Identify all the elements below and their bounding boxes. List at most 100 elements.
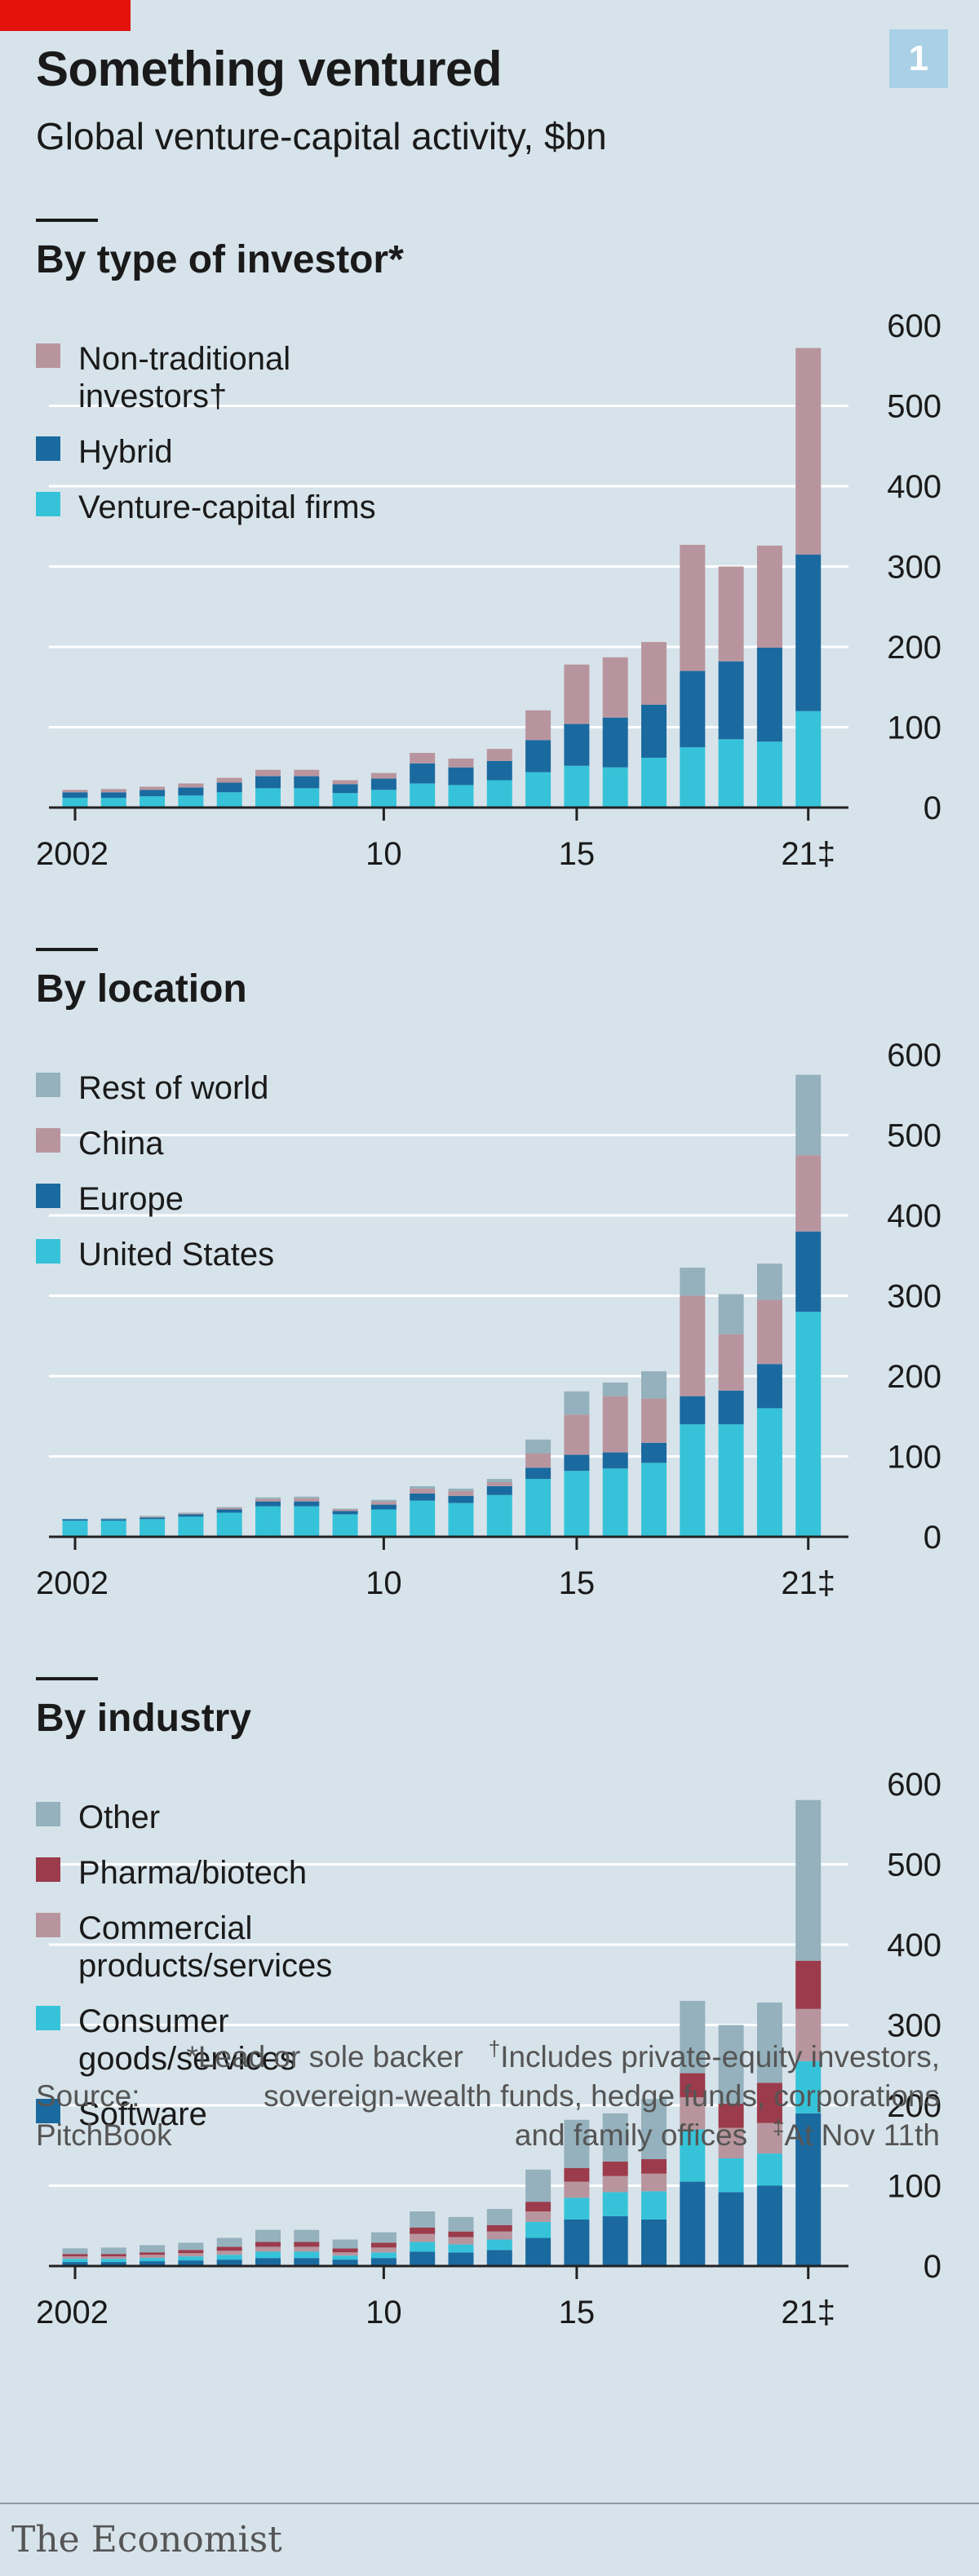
panel3-bar-2007-other [255, 2229, 281, 2242]
panel3-bar-2010-pharma-biotech [370, 2242, 396, 2248]
panel1-bar-2005-non-traditional-investors- [178, 783, 204, 788]
panel3-bar-2009-other [332, 2239, 358, 2249]
panel3-bar-2018-consumer-goods-services [680, 2129, 706, 2182]
panel1-ytick-600: 600 [887, 308, 941, 344]
panel1-bar-2010-hybrid [370, 778, 396, 790]
brand-red-tab [0, 0, 131, 31]
panel2-bar-2004-china [140, 1516, 166, 1518]
footnote-dagger: † [488, 2036, 501, 2061]
panel1-bar-2016-hybrid [602, 717, 628, 768]
panel1-xtick-label-2002: 2002 [36, 836, 109, 872]
panel3-bar-2012-commercial-products-services [448, 2237, 474, 2245]
panel1-legend-label-hybrid-0: Hybrid [78, 434, 173, 470]
panel2-bar-2021-china [795, 1155, 822, 1232]
panel3-bar-2021-consumer-goods-services [795, 2060, 822, 2113]
panel3-legend-swatch-pharma-biotech [36, 1857, 60, 1882]
panel1-ytick-400: 400 [887, 469, 941, 505]
panel3-bar-2018-commercial-products-services [680, 2097, 706, 2130]
panel3-bar-2015-consumer-goods-services [564, 2198, 590, 2220]
panel2-bar-2009-europe [332, 1511, 358, 1515]
panel3-xtick-label-2015: 15 [559, 2295, 596, 2330]
panel2-bar-2007-europe [255, 1501, 281, 1507]
panel2-bar-2019-united-states [718, 1424, 744, 1537]
bottom-rule [0, 2503, 979, 2504]
panel3-bar-2020-commercial-products-services [756, 2122, 782, 2154]
panel1-bar-2017-hybrid [641, 704, 667, 758]
panel3-bar-2004-consumer-goods-services [140, 2258, 166, 2262]
footnote-lead-backer: *Lead or sole backer [186, 2040, 463, 2074]
panel2-legend-swatch-europe [36, 1184, 60, 1208]
panel1-bar-2019-non-traditional-investors- [718, 566, 744, 662]
panel2-xtick-label-2021: 21‡ [781, 1565, 835, 1601]
panel3-bar-2005-pharma-biotech [178, 2250, 204, 2254]
panel2-bar-2007-china [255, 1498, 281, 1502]
panel3-bar-2009-software [332, 2260, 358, 2266]
panel1-legend-swatch-non-traditional-investors- [36, 343, 60, 368]
panel3-legend-label-consumer-goods-services-1: goods/services [78, 2041, 296, 2077]
panel1-bar-2009-non-traditional-investors- [332, 780, 358, 785]
panel1-bar-2021-hybrid [795, 554, 822, 711]
panel1-bar-2014-venture-capital-firms [525, 772, 552, 808]
panel3-ytick-400: 400 [887, 1928, 941, 1963]
panel2-bar-2016-europe [602, 1452, 628, 1469]
panel3-bar-2021-commercial-products-services [795, 2008, 822, 2061]
panel1-ytick-100: 100 [887, 710, 941, 746]
panel3-bar-2008-commercial-products-services [294, 2246, 320, 2252]
panel2-bar-2010-united-states [370, 1509, 396, 1537]
panel3-bar-2005-commercial-products-services [178, 2253, 204, 2257]
panel2-bar-2003-rest-of-world [100, 1518, 126, 1520]
panel2-legend-swatch-china [36, 1128, 60, 1153]
panel3-bar-2014-other [525, 2169, 552, 2202]
panel3-bar-2002-consumer-goods-services [62, 2259, 88, 2263]
panel1-bar-2008-venture-capital-firms [294, 788, 320, 808]
panel3-bar-2009-commercial-products-services [332, 2252, 358, 2256]
panel2-bar-2005-united-states [178, 1516, 204, 1537]
panel3-bar-2021-software [795, 2113, 822, 2266]
panel1-bar-2003-venture-capital-firms [100, 798, 126, 808]
panel1-bar-2002-venture-capital-firms [62, 798, 88, 808]
panel3-bar-2017-pharma-biotech [641, 2158, 667, 2174]
panel2-bar-2011-rest-of-world [410, 1485, 436, 1489]
panel2-bar-2019-rest-of-world [718, 1294, 744, 1334]
panel1-bar-2011-venture-capital-firms [410, 783, 436, 808]
panel2-title: By location [36, 967, 247, 1011]
panel2-bar-2009-united-states [332, 1514, 358, 1537]
panel2-bar-2020-rest-of-world [756, 1264, 782, 1300]
panel3-bar-2002-pharma-biotech [62, 2254, 88, 2257]
panel1-ytick-300: 300 [887, 550, 941, 586]
panel3-legend-swatch-software [36, 2099, 60, 2123]
panel1-ytick-0: 0 [924, 790, 941, 826]
panel1-bar-2020-hybrid [756, 647, 782, 742]
panel3-bar-2010-commercial-products-services [370, 2247, 396, 2253]
panel1-xtick-label-2010: 10 [365, 836, 402, 872]
panel3-bar-2020-software [756, 2185, 782, 2266]
panel1-legend-label-non-traditional-investors--1: investors† [78, 378, 227, 414]
panel1-bar-2003-hybrid [100, 792, 126, 799]
source-label: Source: [36, 2079, 140, 2113]
panel1-bar-2017-non-traditional-investors- [641, 642, 667, 705]
panel1-bar-2018-non-traditional-investors- [680, 544, 706, 671]
panel3-bar-2018-software [680, 2181, 706, 2266]
panel3-bar-2016-commercial-products-services [602, 2175, 628, 2193]
panel2-bar-2006-europe [216, 1509, 242, 1513]
panel3-legend-label-pharma-biotech-0: Pharma/biotech [78, 1855, 307, 1891]
panel3-bar-2003-software [100, 2262, 126, 2266]
panel3-bar-2005-software [178, 2260, 204, 2266]
panel3-bar-2017-other [641, 2099, 667, 2159]
panel3-bar-2008-consumer-goods-services [294, 2251, 320, 2259]
panel3-bar-2003-other [100, 2247, 126, 2255]
panel2-bar-2017-rest-of-world [641, 1371, 667, 1399]
panel2-bar-2010-china [370, 1501, 396, 1505]
panel2-legend-label-china-0: China [78, 1126, 164, 1162]
panel2-bar-2011-china [410, 1488, 436, 1494]
panel1-bar-2018-venture-capital-firms [680, 747, 706, 808]
panel3-bar-2019-pharma-biotech [718, 2104, 744, 2128]
panel3-bar-2006-other [216, 2237, 242, 2247]
panel3-xtick-label-2002: 2002 [36, 2295, 109, 2330]
panel1-bar-2021-venture-capital-firms [795, 710, 822, 808]
panel3-bar-2016-pharma-biotech [602, 2161, 628, 2176]
panel2-bar-2016-rest-of-world [602, 1382, 628, 1396]
footnote-includes-3-line: and family offices ‡At Nov 11th [515, 2116, 940, 2155]
panel3-bar-2002-commercial-products-services [62, 2256, 88, 2260]
